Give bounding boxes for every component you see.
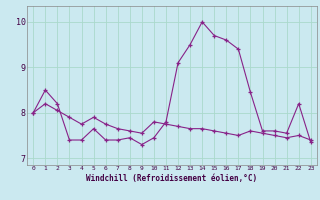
X-axis label: Windchill (Refroidissement éolien,°C): Windchill (Refroidissement éolien,°C): [86, 174, 258, 183]
